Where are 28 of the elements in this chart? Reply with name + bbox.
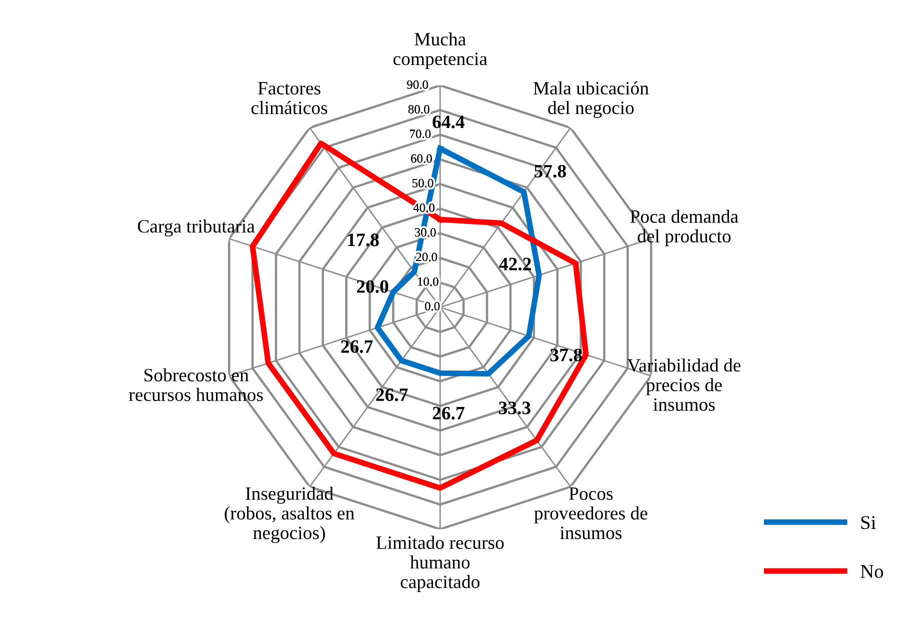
y-tick-label: 70.0: [410, 130, 431, 138]
spoke-label: Pocos proveedores de insumos: [534, 488, 648, 540]
data-label: 26.7: [341, 340, 373, 353]
data-label: 26.7: [432, 406, 464, 420]
data-label: 33.3: [498, 402, 530, 414]
spoke-label: Poca demanda del producto: [630, 210, 738, 246]
spoke-label: Factores climáticos: [251, 82, 328, 114]
data-label: 57.8: [534, 164, 566, 178]
legend-label: Si: [861, 516, 876, 530]
y-tick-label: 90.0: [407, 80, 428, 89]
spoke-label: Mucha competencia: [393, 32, 488, 69]
spoke-label: Variabilidad de precios de insumos: [627, 358, 741, 411]
data-label: 26.7: [376, 388, 408, 402]
data-label: 64.4: [432, 116, 465, 128]
spoke-label: Sobrecosto en recursos humanos: [129, 368, 263, 402]
spoke-label: Carga tributaria: [138, 219, 255, 237]
data-label: 37.8: [550, 348, 582, 362]
data-label: 20.0: [356, 280, 388, 293]
y-tick-label: 0.0: [424, 302, 440, 310]
spoke-label: Mala ubicación del negocio: [533, 81, 649, 118]
data-label: 42.2: [499, 258, 531, 270]
y-tick-label: 10.0: [418, 277, 438, 286]
spoke-label: Limitado recurso humano capacitado: [376, 536, 504, 592]
y-tick-label: 80.0: [408, 105, 430, 114]
data-label: 17.8: [348, 234, 379, 246]
spoke-label: Inseguridad (robos, asaltos en negocios): [224, 486, 354, 544]
legend-label: No: [860, 565, 884, 578]
y-tick-label: 60.0: [411, 154, 432, 163]
